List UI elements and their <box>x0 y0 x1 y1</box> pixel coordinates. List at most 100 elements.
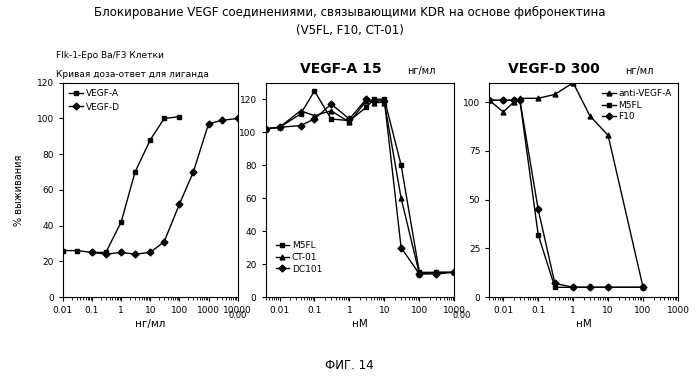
VEGF-D <box>117 250 125 255</box>
anti-VEGF-A <box>485 98 493 103</box>
Legend: anti-VEGF-A, M5FL, F10: anti-VEGF-A, M5FL, F10 <box>600 87 674 123</box>
anti-VEGF-A <box>499 110 507 114</box>
VEGF-D <box>204 121 212 126</box>
M5FL <box>415 270 424 274</box>
CT-01 <box>397 196 405 200</box>
Text: VEGF-D 300: VEGF-D 300 <box>508 62 600 76</box>
M5FL <box>639 285 647 290</box>
M5FL <box>604 285 612 290</box>
F10 <box>569 285 577 290</box>
F10 <box>510 98 518 103</box>
Text: VEGF-A 15: VEGF-A 15 <box>300 62 381 76</box>
X-axis label: нМ: нМ <box>576 319 591 329</box>
M5FL <box>485 98 493 103</box>
DC101 <box>397 245 405 250</box>
DC101 <box>261 127 270 131</box>
DC101 <box>275 125 284 129</box>
F10 <box>485 98 493 103</box>
F10 <box>586 285 594 290</box>
anti-VEGF-A <box>516 96 524 100</box>
Line: M5FL: M5FL <box>487 98 645 290</box>
M5FL <box>327 117 336 121</box>
VEGF-D <box>131 252 139 256</box>
F10 <box>534 207 542 212</box>
Text: 0.00: 0.00 <box>229 311 247 320</box>
Line: DC101: DC101 <box>264 97 456 276</box>
Line: CT-01: CT-01 <box>264 99 456 276</box>
anti-VEGF-A <box>534 96 542 100</box>
DC101 <box>362 97 370 102</box>
CT-01 <box>415 272 424 276</box>
CT-01 <box>327 109 336 113</box>
Text: Блокирование VEGF соединениями, связывающими KDR на основе фибронектина: Блокирование VEGF соединениями, связываю… <box>94 6 605 19</box>
VEGF-A <box>59 249 67 253</box>
X-axis label: нг/мл: нг/мл <box>135 319 166 329</box>
VEGF-A <box>102 250 110 255</box>
CT-01 <box>432 270 440 274</box>
CT-01 <box>261 127 270 131</box>
Text: (V5FL, F10, CT-01): (V5FL, F10, CT-01) <box>296 24 403 38</box>
VEGF-A <box>146 138 154 142</box>
anti-VEGF-A <box>569 80 577 85</box>
VEGF-D <box>175 202 184 206</box>
F10 <box>551 281 559 286</box>
CT-01 <box>370 100 378 105</box>
VEGF-A <box>88 250 96 255</box>
CT-01 <box>345 120 354 124</box>
CT-01 <box>450 270 459 274</box>
DC101 <box>327 102 336 106</box>
Text: Кривая доза-ответ для лиганда: Кривая доза-ответ для лиганда <box>56 70 209 79</box>
M5FL <box>499 98 507 103</box>
F10 <box>604 285 612 290</box>
M5FL <box>380 97 389 102</box>
VEGF-D <box>233 116 242 121</box>
VEGF-A <box>160 116 168 121</box>
DC101 <box>432 272 440 276</box>
M5FL <box>569 285 577 290</box>
VEGF-A <box>117 220 125 224</box>
M5FL <box>296 112 305 116</box>
CT-01 <box>362 99 370 103</box>
F10 <box>516 98 524 103</box>
CT-01 <box>296 109 305 113</box>
DC101 <box>310 117 319 121</box>
M5FL <box>586 285 594 290</box>
anti-VEGF-A <box>551 92 559 97</box>
anti-VEGF-A <box>510 100 518 105</box>
VEGF-A <box>131 170 139 174</box>
Text: 0.00: 0.00 <box>452 311 470 320</box>
M5FL <box>397 163 405 167</box>
DC101 <box>345 117 354 121</box>
VEGF-A <box>175 114 184 119</box>
anti-VEGF-A <box>604 133 612 138</box>
VEGF-A <box>73 249 81 253</box>
M5FL <box>261 127 270 131</box>
Text: нг/мл: нг/мл <box>625 66 654 76</box>
Legend: M5FL, CT-01, DC101: M5FL, CT-01, DC101 <box>274 240 324 275</box>
Line: F10: F10 <box>487 98 645 290</box>
M5FL <box>551 285 559 290</box>
CT-01 <box>380 100 389 105</box>
VEGF-D <box>88 250 96 255</box>
Line: M5FL: M5FL <box>264 88 456 275</box>
M5FL <box>450 270 459 274</box>
VEGF-D <box>146 250 154 255</box>
Text: нг/мл: нг/мл <box>407 66 435 76</box>
DC101 <box>380 99 389 103</box>
Legend: VEGF-A, VEGF-D: VEGF-A, VEGF-D <box>67 87 122 113</box>
M5FL <box>516 98 524 103</box>
M5FL <box>534 232 542 237</box>
anti-VEGF-A <box>586 114 594 118</box>
M5FL <box>275 125 284 129</box>
M5FL <box>510 98 518 103</box>
Y-axis label: % выживания: % выживания <box>15 154 24 226</box>
M5FL <box>432 270 440 274</box>
X-axis label: нМ: нМ <box>352 319 368 329</box>
F10 <box>499 98 507 103</box>
anti-VEGF-A <box>639 285 647 290</box>
M5FL <box>310 89 319 93</box>
VEGF-D <box>102 252 110 256</box>
VEGF-D <box>218 118 226 123</box>
Text: ФИГ. 14: ФИГ. 14 <box>325 359 374 372</box>
Text: Flk-1-Epo Ba/F3 Клетки: Flk-1-Epo Ba/F3 Клетки <box>56 51 164 60</box>
